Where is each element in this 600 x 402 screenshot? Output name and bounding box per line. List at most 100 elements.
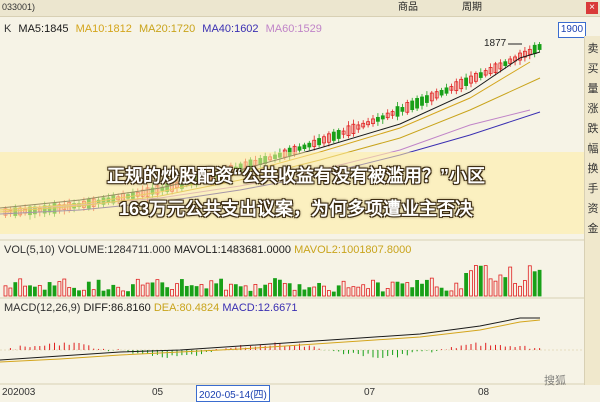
volume-bar	[111, 284, 116, 297]
volume-bar	[523, 280, 527, 297]
macd-label: MACD(12,26,9)	[4, 302, 81, 314]
volume-bar	[160, 282, 165, 297]
volume-bar	[233, 284, 238, 297]
volume-bar	[86, 281, 91, 297]
volume-bar	[91, 289, 96, 297]
volume-bar	[498, 274, 503, 297]
volume-bar	[380, 291, 385, 297]
ma40-label: MA40:1602	[202, 23, 259, 35]
volume-bar	[189, 285, 194, 297]
volume-bar	[302, 289, 307, 297]
volume-bar	[106, 289, 111, 297]
volume-bar	[194, 286, 199, 297]
sidebar-item[interactable]: 手	[587, 183, 599, 195]
volume-bar	[366, 288, 371, 297]
sidebar-item[interactable]: 资	[587, 203, 599, 215]
volume-bar	[263, 284, 268, 297]
volume-bar	[243, 285, 248, 297]
sidebar-item[interactable]: 换	[587, 163, 599, 175]
volume-bar	[273, 278, 277, 297]
volume-bar	[400, 283, 405, 297]
volume-bar	[454, 282, 459, 297]
volume-bar	[67, 287, 72, 297]
volume-bar	[287, 283, 292, 297]
volume-bar	[219, 278, 224, 297]
volume-bar	[238, 286, 243, 297]
volume-bar	[493, 280, 498, 297]
volume-bar	[405, 282, 410, 297]
volume-bar	[322, 285, 326, 297]
volume-bar	[415, 279, 420, 297]
top-toolbar: 033001) 商品 周期 ×	[0, 0, 600, 17]
headline: 正规的炒股配资“公共收益有没有被滥用？”小区 163万元公共支出议案，为何多项遭…	[6, 160, 586, 226]
volume-bar	[175, 283, 179, 297]
volume-bar	[209, 280, 214, 297]
volume-bar	[429, 277, 434, 297]
volume-bar	[464, 273, 469, 297]
volume-bar	[307, 287, 312, 297]
volume-bar	[385, 288, 390, 297]
volume-bar	[297, 284, 302, 297]
volume-bar	[96, 279, 101, 297]
volume-bar	[375, 282, 380, 297]
x-axis: 202003 05 07 08	[0, 385, 584, 400]
volume-bar	[341, 280, 346, 297]
volume-bar	[527, 265, 532, 297]
volume-bar	[473, 265, 478, 297]
volume-bar	[424, 279, 429, 297]
volume-bar	[140, 284, 145, 297]
volume-bar	[150, 282, 155, 297]
ma10-label: MA10:1812	[75, 23, 132, 35]
volume-bar	[18, 278, 23, 297]
volume-bar	[268, 282, 273, 297]
volume-bar	[33, 286, 37, 297]
sidebar-item[interactable]: 跌	[587, 123, 599, 135]
volume-bar	[47, 282, 52, 297]
volume-bar	[532, 271, 537, 297]
volume-bar	[508, 266, 513, 297]
volume-bar	[331, 291, 336, 297]
sidebar-item[interactable]: 卖	[587, 43, 599, 55]
x-tick-label: 202003	[2, 387, 36, 398]
volume-bar	[488, 278, 493, 297]
sidebar-item[interactable]: 金	[587, 223, 599, 235]
volume-bar	[395, 281, 400, 297]
macd-legend: MACD(12,26,9) DIFF:86.8160 DEA:80.4824 M…	[4, 302, 298, 314]
volume-legend: VOL(5,10) VOLUME:1284711.000 MAVOL1:1483…	[4, 244, 411, 256]
volume-bar	[258, 288, 263, 297]
volume-bar	[420, 283, 424, 297]
selected-date: 2020-05-14(四)	[196, 385, 270, 402]
diff-line	[0, 317, 540, 361]
macd-value: MACD:12.6671	[222, 302, 298, 314]
volume-bar	[145, 282, 150, 297]
volume-bar	[184, 285, 189, 297]
close-icon[interactable]: ×	[586, 2, 598, 14]
volume-bar	[77, 290, 81, 297]
volume-bar	[277, 279, 282, 297]
sidebar-item[interactable]: 买	[587, 63, 599, 75]
headline-line-2: 163万元公共支出议案，为何多项遭业主否决	[118, 199, 474, 219]
ma20-label: MA20:1720	[138, 23, 196, 35]
ma-legend: K MA5:1845 MA10:1812 MA20:1720 MA40:1602…	[4, 23, 326, 35]
diff-value: DIFF:86.8160	[83, 302, 151, 314]
volume-bar	[469, 270, 473, 297]
volume-bar	[199, 284, 204, 297]
volume-bar	[478, 265, 483, 297]
volume-bar	[444, 290, 449, 297]
volume-bar	[346, 287, 351, 297]
watermark: 搜狐	[544, 375, 566, 387]
sidebar-item[interactable]: 量	[587, 83, 599, 95]
volume-bar	[390, 281, 395, 297]
dea-value: DEA:80.4824	[153, 302, 220, 314]
mavol2-value: MAVOL2:1001807.8000	[294, 244, 412, 256]
x-tick-label: 07	[364, 387, 376, 398]
sidebar-item[interactable]: 涨	[587, 103, 599, 115]
info-button[interactable]: 商品	[398, 2, 418, 13]
sidebar-item[interactable]: 幅	[587, 143, 599, 155]
volume-bar	[37, 285, 42, 297]
period-button[interactable]: 周期	[462, 2, 482, 13]
volume-bar	[72, 287, 76, 297]
volume-bar	[82, 289, 86, 297]
volume-bar	[326, 290, 331, 297]
volume-bar	[351, 286, 356, 297]
